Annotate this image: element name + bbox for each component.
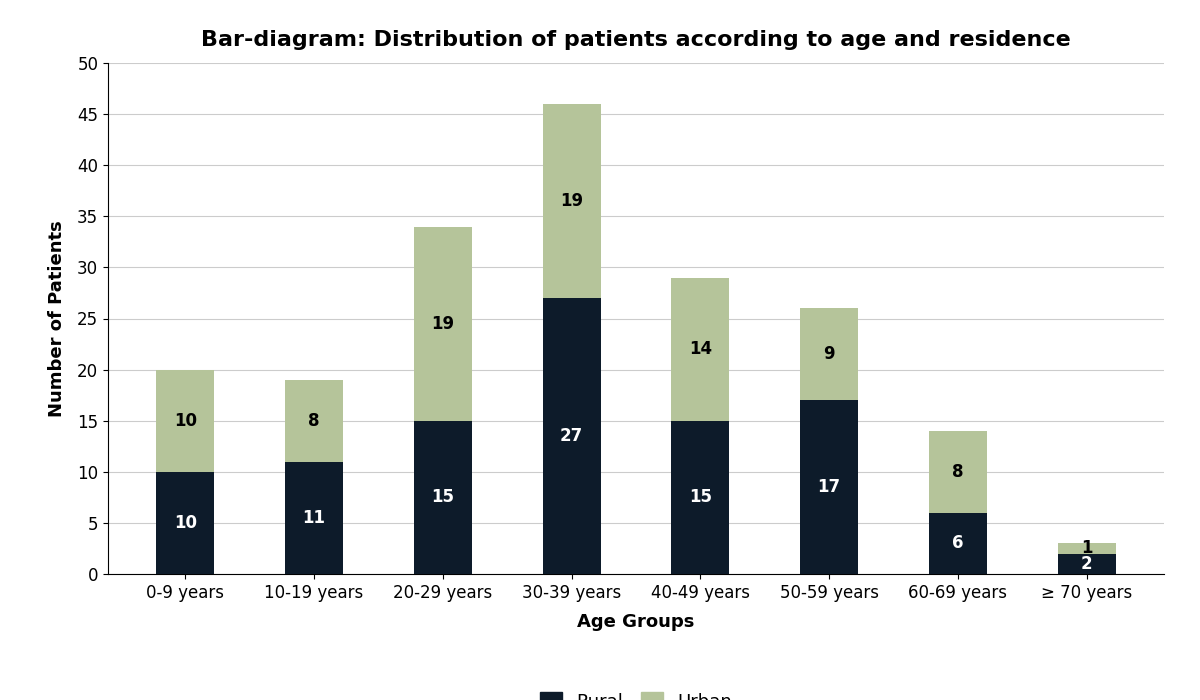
Bar: [800, 400, 858, 574]
Text: 10: 10: [174, 412, 197, 430]
Text: 15: 15: [689, 489, 712, 506]
Text: 6: 6: [953, 534, 964, 552]
Text: 10: 10: [174, 514, 197, 532]
Bar: [156, 370, 215, 472]
Bar: [929, 431, 986, 512]
Bar: [1057, 554, 1116, 574]
Bar: [286, 380, 343, 461]
Bar: [542, 104, 600, 298]
Legend: Rural, Urban: Rural, Urban: [533, 685, 739, 700]
Text: 27: 27: [560, 427, 583, 445]
Text: 11: 11: [302, 509, 325, 527]
X-axis label: Age Groups: Age Groups: [577, 612, 695, 631]
Text: 8: 8: [308, 412, 319, 430]
Y-axis label: Number of Patients: Number of Patients: [48, 220, 66, 417]
Text: 2: 2: [1081, 555, 1092, 573]
Text: 19: 19: [431, 314, 455, 332]
Bar: [1057, 543, 1116, 554]
Bar: [542, 298, 600, 574]
Text: 19: 19: [560, 192, 583, 210]
Bar: [156, 472, 215, 574]
Bar: [286, 461, 343, 574]
Title: Bar-diagram: Distribution of patients according to age and residence: Bar-diagram: Distribution of patients ac…: [202, 30, 1070, 50]
Bar: [414, 227, 472, 421]
Bar: [672, 421, 730, 574]
Text: 9: 9: [823, 345, 835, 363]
Bar: [672, 278, 730, 421]
Text: 15: 15: [431, 489, 455, 506]
Bar: [929, 512, 986, 574]
Text: 17: 17: [817, 478, 841, 496]
Bar: [800, 308, 858, 400]
Text: 14: 14: [689, 340, 712, 358]
Text: 1: 1: [1081, 540, 1092, 557]
Bar: [414, 421, 472, 574]
Text: 8: 8: [953, 463, 964, 481]
